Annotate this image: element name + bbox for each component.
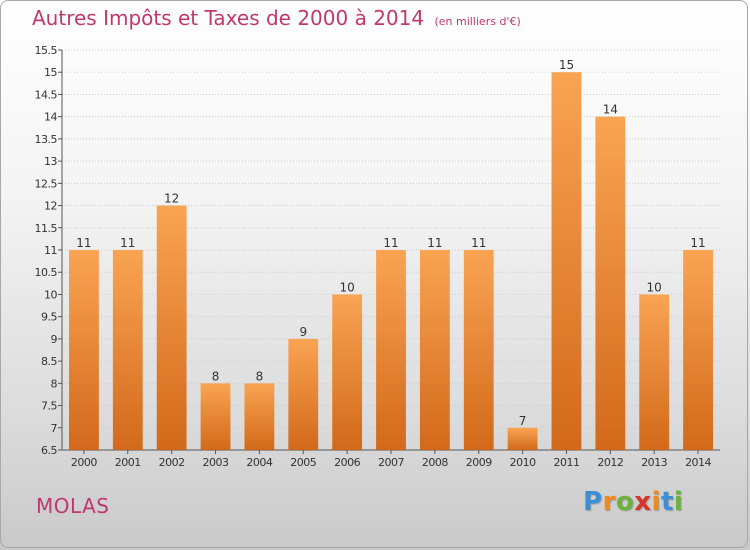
y-tick-label: 13	[44, 155, 57, 168]
y-tick-label: 7.5	[41, 400, 57, 413]
bar-2001	[112, 250, 143, 450]
x-tick-label: 2002	[159, 456, 185, 469]
data-label: 11	[471, 236, 486, 250]
data-label: 14	[603, 103, 618, 117]
x-tick-label: 2001	[115, 456, 141, 469]
x-tick-label: 2012	[597, 456, 623, 469]
y-tick-label: 12	[44, 200, 57, 213]
logo-letter: i	[673, 487, 684, 517]
x-tick-label: 2013	[641, 456, 667, 469]
data-label: 11	[383, 236, 398, 250]
bar-2009	[463, 250, 494, 450]
data-label: 8	[212, 369, 220, 383]
y-tick-label: 11.5	[35, 222, 58, 235]
data-label: 7	[519, 414, 527, 428]
x-tick-label: 2004	[246, 456, 272, 469]
x-tick-label: 2011	[553, 456, 579, 469]
x-axis: 2000 2001 2002 2003 2004 2005 2006 2007 2008 2009…	[71, 450, 712, 469]
bar-2012	[595, 116, 626, 451]
data-label: 10	[339, 280, 354, 294]
bar-2013	[639, 294, 670, 450]
x-tick-label: 2014	[685, 456, 711, 469]
logo-letter: r	[602, 487, 616, 517]
bar-2014	[683, 250, 713, 450]
chart-title-text: Autres Impôts et Taxes de 2000 à 2014	[32, 6, 425, 30]
chart-unit: (en milliers d'€)	[434, 15, 521, 28]
y-tick-label: 9	[51, 333, 58, 346]
bar-2002	[156, 205, 187, 450]
logo-letter: P	[583, 487, 603, 517]
bars	[69, 72, 713, 451]
bar-2008	[419, 250, 450, 450]
y-tick-label: 11	[44, 244, 57, 257]
y-tick-label: 8.5	[41, 355, 57, 368]
data-label: 15	[559, 58, 574, 72]
y-tick-label: 8	[51, 377, 58, 390]
y-tick-label: 12.5	[35, 177, 58, 190]
x-tick-label: 2005	[290, 456, 316, 469]
y-tick-label: 15.5	[35, 44, 58, 57]
bar-2011	[551, 72, 582, 450]
y-tick-label: 15	[44, 66, 57, 79]
data-label: 11	[427, 236, 442, 250]
bar-2007	[376, 250, 406, 450]
data-label: 10	[647, 280, 662, 294]
logo-letter: x	[634, 487, 652, 517]
logo-letter: o	[615, 487, 635, 517]
bar-2005	[288, 338, 319, 450]
x-tick-label: 2008	[422, 456, 448, 469]
bar-2006	[332, 294, 363, 450]
data-label: 12	[164, 192, 179, 206]
chart-title: Autres Impôts et Taxes de 2000 à 2014 (e…	[32, 6, 521, 30]
bar-2004	[244, 383, 275, 450]
y-tick-label: 13.5	[35, 133, 58, 146]
x-tick-label: 2007	[378, 456, 404, 469]
y-tick-label: 14.5	[35, 88, 58, 101]
data-label: 11	[76, 236, 91, 250]
bar-2000	[69, 250, 99, 450]
y-axis: 6.5 7 7.5 8 8.5 9 9.5 10 10.5 11 11.5 12 12.5 13 13.5 1…	[35, 44, 720, 457]
commune-name: MOLAS	[36, 494, 110, 518]
data-label: 11	[120, 236, 135, 250]
x-tick-label: 2000	[71, 456, 97, 469]
data-label: 9	[299, 325, 307, 339]
y-tick-label: 10.5	[35, 266, 58, 279]
y-tick-label: 14	[44, 111, 57, 124]
x-tick-label: 2006	[334, 456, 360, 469]
x-tick-label: 2003	[203, 456, 229, 469]
y-tick-label: 9.5	[41, 311, 57, 324]
bar-2003	[200, 383, 231, 450]
data-labels: 11 11 12 8 8 9 10 11 11 11 7 15 14 10 11	[76, 58, 705, 428]
data-label: 8	[256, 369, 264, 383]
y-tick-label: 10	[44, 288, 57, 301]
y-tick-label: 6.5	[41, 444, 57, 457]
y-tick-label: 7	[51, 422, 58, 435]
x-tick-label: 2009	[466, 456, 492, 469]
data-label: 11	[690, 236, 705, 250]
logo-letter: t	[660, 487, 674, 517]
bar-2010	[507, 427, 538, 450]
logo-letter: i	[651, 487, 661, 517]
proxiti-logo: Proxiti	[583, 487, 683, 517]
x-tick-label: 2010	[510, 456, 536, 469]
